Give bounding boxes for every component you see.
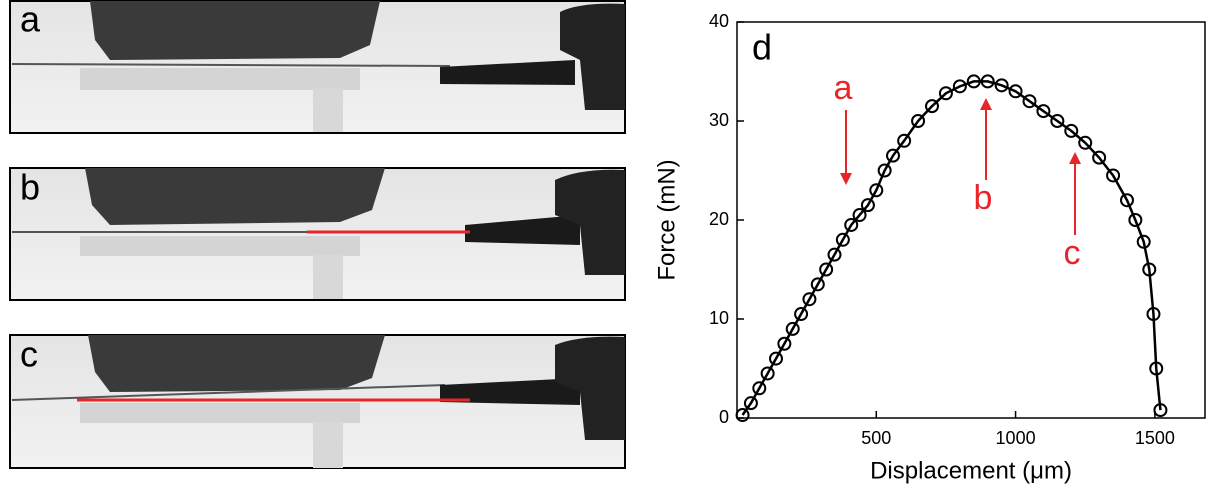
- photo-b: b: [9, 167, 626, 301]
- data-point: [1022, 94, 1037, 109]
- data-point: [752, 381, 767, 396]
- data-point: [760, 366, 775, 381]
- panel-label: a: [20, 0, 41, 40]
- data-point: [743, 396, 758, 411]
- data-point: [777, 336, 792, 351]
- data-point: [1153, 403, 1168, 418]
- photo-a: a: [9, 0, 626, 134]
- data-point: [1146, 307, 1161, 322]
- x-tick-label: 1500: [1135, 428, 1175, 448]
- photo-panels: a b c: [9, 0, 626, 469]
- data-point: [1008, 84, 1023, 99]
- annotation: b: [974, 179, 993, 217]
- annotation-arrowhead: [1069, 152, 1081, 164]
- panel-label: c: [20, 334, 38, 375]
- panel-label: b: [20, 167, 40, 208]
- x-axis-label: Displacement (μm): [870, 457, 1072, 484]
- data-point: [1149, 361, 1164, 376]
- data-point: [819, 262, 834, 277]
- data-point: [869, 183, 884, 198]
- data-point: [1128, 213, 1143, 227]
- data-point: [952, 79, 967, 94]
- annotation: c: [1064, 234, 1081, 272]
- y-tick-label: 10: [709, 308, 729, 328]
- data-point: [835, 232, 850, 247]
- data-point: [1064, 123, 1079, 138]
- data-point: [994, 78, 1009, 93]
- annotation-arrowhead: [840, 173, 852, 185]
- chart: d Displacement (μm) Force (mN) 0 10 20 30 40…: [653, 11, 1206, 484]
- data-point: [802, 292, 817, 307]
- photo-c: c: [9, 334, 626, 469]
- data-point: [925, 99, 939, 114]
- data-point: [852, 208, 867, 223]
- data-point: [1142, 262, 1157, 277]
- y-axis-label: Force (mN): [653, 159, 680, 280]
- data-point: [980, 74, 995, 89]
- x-tick-label: 1000: [996, 428, 1036, 448]
- data-point: [844, 217, 859, 232]
- data-point: [886, 148, 900, 163]
- data-point: [860, 198, 875, 213]
- data-point: [938, 86, 953, 101]
- data-point: [1050, 114, 1065, 128]
- data-point: [1036, 104, 1051, 119]
- data-point: [1092, 150, 1107, 165]
- data-point: [897, 133, 912, 148]
- data-point: [794, 307, 809, 322]
- y-tick-label: 40: [709, 11, 729, 31]
- data-point: [785, 321, 800, 336]
- data-point: [827, 247, 842, 262]
- panel-label: d: [752, 27, 772, 68]
- data-point: [911, 114, 926, 128]
- y-tick-label: 20: [709, 209, 729, 229]
- data-point: [769, 351, 783, 366]
- data-point: [1106, 168, 1121, 183]
- data-point: [966, 74, 981, 89]
- data-line: [741, 80, 1162, 416]
- data-point: [735, 408, 750, 423]
- x-tick-label: 500: [861, 428, 891, 448]
- annotation-arrowhead: [980, 98, 992, 110]
- y-tick-label: 0: [719, 407, 729, 427]
- data-point: [810, 277, 825, 292]
- data-point: [1120, 193, 1134, 208]
- data-point: [1136, 234, 1151, 249]
- y-tick-label: 30: [709, 110, 729, 130]
- data-point: [877, 163, 892, 178]
- annotation: a: [834, 69, 853, 107]
- data-point: [1078, 135, 1093, 150]
